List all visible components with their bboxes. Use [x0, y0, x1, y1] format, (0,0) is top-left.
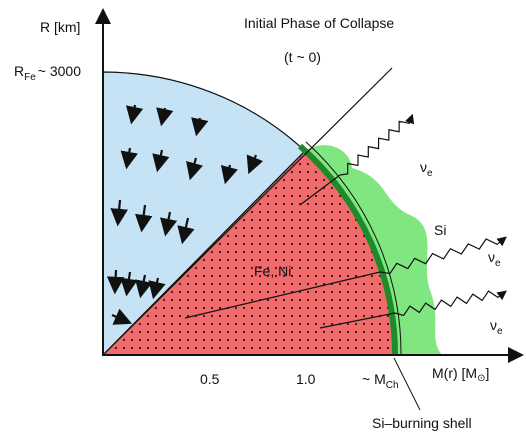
- nu-sub: e: [495, 258, 501, 269]
- r-fe-sub: Fe: [24, 72, 36, 83]
- nu-sub: e: [427, 168, 433, 179]
- nu: ν: [488, 249, 495, 265]
- envelope-label: Si: [434, 222, 446, 238]
- subtitle: (t ~ 0): [284, 49, 321, 65]
- r-fe-rest: ~ 3000: [38, 63, 81, 79]
- x-label-rest: ]: [485, 365, 489, 381]
- x-label-main: M(r) [M: [432, 365, 477, 381]
- y-label: R [km]: [40, 19, 80, 35]
- x-tick-label: 1.0: [296, 371, 316, 387]
- neutrino-label: νe: [490, 317, 503, 337]
- r-fe-main: R: [14, 63, 24, 79]
- r-fe-label: RFe~ 3000: [14, 63, 81, 83]
- neutrino-label: νe: [420, 159, 433, 179]
- title: Initial Phase of Collapse: [244, 15, 394, 31]
- x-label-sub: ⊙: [477, 373, 485, 384]
- nu: ν: [490, 317, 497, 333]
- core-label: Fe, Ni: [254, 263, 291, 279]
- collapse-diagram: R [km] Initial Phase of Collapse (t ~ 0)…: [0, 0, 526, 440]
- x-tick-label: 0.5: [200, 371, 220, 387]
- nu: ν: [420, 159, 427, 175]
- infall-arrow: [115, 270, 116, 290]
- neutrino-label: νe: [488, 249, 501, 269]
- page: {"header": {"title": "Initial Phase of C…: [0, 0, 526, 440]
- nu-sub: e: [497, 326, 503, 337]
- m-ch-main: ~ M: [362, 371, 386, 387]
- x-label: M(r) [M⊙]: [432, 365, 489, 384]
- m-ch-label: ~ MCh: [362, 371, 399, 391]
- m-ch-sub: Ch: [386, 380, 399, 391]
- shell-label: Si–burning shell: [372, 415, 472, 431]
